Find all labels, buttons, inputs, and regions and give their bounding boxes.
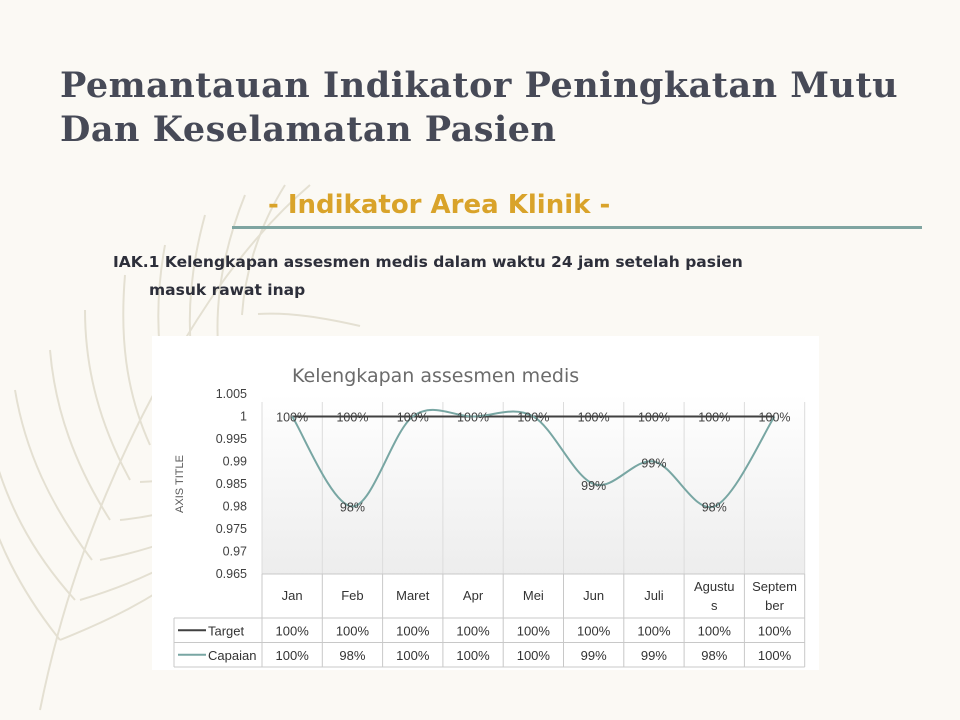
x-tick-label: Jan — [282, 588, 303, 603]
chart-title: Kelengkapan assesmen medis — [292, 365, 579, 387]
line-chart: Kelengkapan assesmen medis AXIS TITLE 1.… — [173, 365, 806, 668]
x-tick-label: Mei — [523, 588, 544, 603]
table-cell-value: 100% — [698, 623, 732, 638]
table-cell-value: 100% — [396, 623, 430, 638]
x-tick-label: ber — [765, 598, 784, 613]
series-line-capaian — [291, 408, 776, 509]
data-label: 99% — [581, 479, 606, 493]
table-cell-value: 100% — [336, 623, 370, 638]
y-axis-title: AXIS TITLE — [174, 455, 186, 513]
table-cell-value: 100% — [276, 623, 310, 638]
section-subtitle: - Indikator Area Klinik - — [268, 190, 611, 220]
y-tick-label: 0.99 — [223, 455, 247, 469]
section-divider — [232, 226, 922, 229]
table-cell-value: 98% — [339, 648, 365, 663]
data-label: 100% — [457, 411, 489, 425]
table-cell-value: 100% — [637, 623, 671, 638]
data-label: 100% — [397, 411, 429, 425]
table-cell-value: 100% — [456, 623, 490, 638]
data-label: 100% — [336, 411, 368, 425]
data-label: 100% — [517, 411, 549, 425]
plot-area — [262, 394, 805, 574]
y-tick-label: 0.995 — [216, 432, 247, 446]
y-tick-label: 0.965 — [216, 567, 247, 581]
table-cell-value: 100% — [456, 648, 490, 663]
table-cell-value: 100% — [758, 623, 792, 638]
table-cell-value: 98% — [701, 648, 727, 663]
data-label: 100% — [759, 411, 791, 425]
x-tick-label: Jun — [583, 588, 604, 603]
table-cell-value: 100% — [758, 648, 792, 663]
data-label: 100% — [578, 411, 610, 425]
x-tick-label: Feb — [341, 588, 363, 603]
data-label: 98% — [340, 501, 365, 515]
slide-title-line: Pemantauan Indikator Peningkatan Mutu — [60, 65, 899, 106]
y-tick-label: 0.985 — [216, 477, 247, 491]
y-tick-label: 0.97 — [223, 545, 247, 559]
indicator-line: masuk rawat inap — [149, 281, 306, 299]
data-label: 100% — [276, 411, 308, 425]
table-cell-value: 100% — [276, 648, 310, 663]
x-tick-label: Agustu — [694, 579, 734, 594]
table-cell-value: 100% — [396, 648, 430, 663]
table-cell-value: 99% — [581, 648, 607, 663]
y-tick-label: 1 — [240, 410, 247, 424]
y-tick-label: 1.005 — [216, 387, 247, 401]
legend-label: Target — [208, 623, 245, 638]
indicator-line: IAK.1 Kelengkapan assesmen medis dalam w… — [113, 253, 743, 271]
indicator-description: IAK.1 Kelengkapan assesmen medis dalam w… — [113, 248, 813, 304]
slide-title-line: Dan Keselamatan Pasien — [60, 109, 557, 150]
x-tick-label: Apr — [463, 588, 484, 603]
data-label: 100% — [698, 411, 730, 425]
table-cell-value: 100% — [577, 623, 611, 638]
table-cell-value: 99% — [641, 648, 667, 663]
x-tick-label: s — [711, 598, 718, 613]
slide-title: Pemantauan Indikator Peningkatan Mutu Da… — [60, 64, 920, 152]
data-label: 99% — [641, 457, 666, 471]
legend-label: Capaian — [208, 648, 256, 663]
chart-panel: Kelengkapan assesmen medis AXIS TITLE 1.… — [152, 336, 819, 670]
x-tick-label: Maret — [396, 588, 430, 603]
table-cell-value: 100% — [517, 623, 551, 638]
table-cell-value: 100% — [517, 648, 551, 663]
data-label: 100% — [638, 411, 670, 425]
x-tick-label: Juli — [644, 588, 664, 603]
x-tick-label: Septem — [752, 579, 797, 594]
y-tick-label: 0.975 — [216, 522, 247, 536]
y-tick-label: 0.98 — [223, 500, 247, 514]
data-label: 98% — [702, 501, 727, 515]
